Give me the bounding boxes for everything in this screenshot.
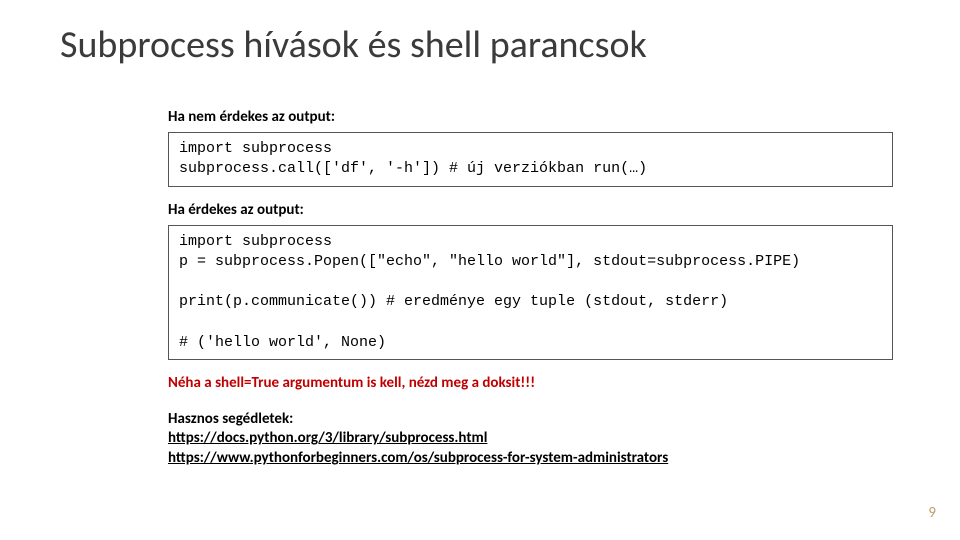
page-number: 9: [928, 504, 936, 522]
resource-link-2[interactable]: https://www.pythonforbeginners.com/os/su…: [168, 448, 893, 468]
code-block-2: import subprocess p = subprocess.Popen([…: [168, 225, 893, 361]
resource-link-1[interactable]: https://docs.python.org/3/library/subpro…: [168, 428, 893, 448]
warning-text: Néha a shell=True argumentum is kell, né…: [168, 374, 893, 392]
resources-label: Hasznos segédletek:: [168, 410, 893, 428]
section2-label: Ha érdekes az output:: [168, 201, 893, 219]
code-block-1: import subprocess subprocess.call(['df',…: [168, 132, 893, 187]
page-title: Subprocess hívások és shell parancsok: [60, 22, 647, 68]
slide: Subprocess hívások és shell parancsok Ha…: [0, 0, 960, 540]
section1-label: Ha nem érdekes az output:: [168, 108, 893, 126]
content-area: Ha nem érdekes az output: import subproc…: [168, 108, 893, 469]
